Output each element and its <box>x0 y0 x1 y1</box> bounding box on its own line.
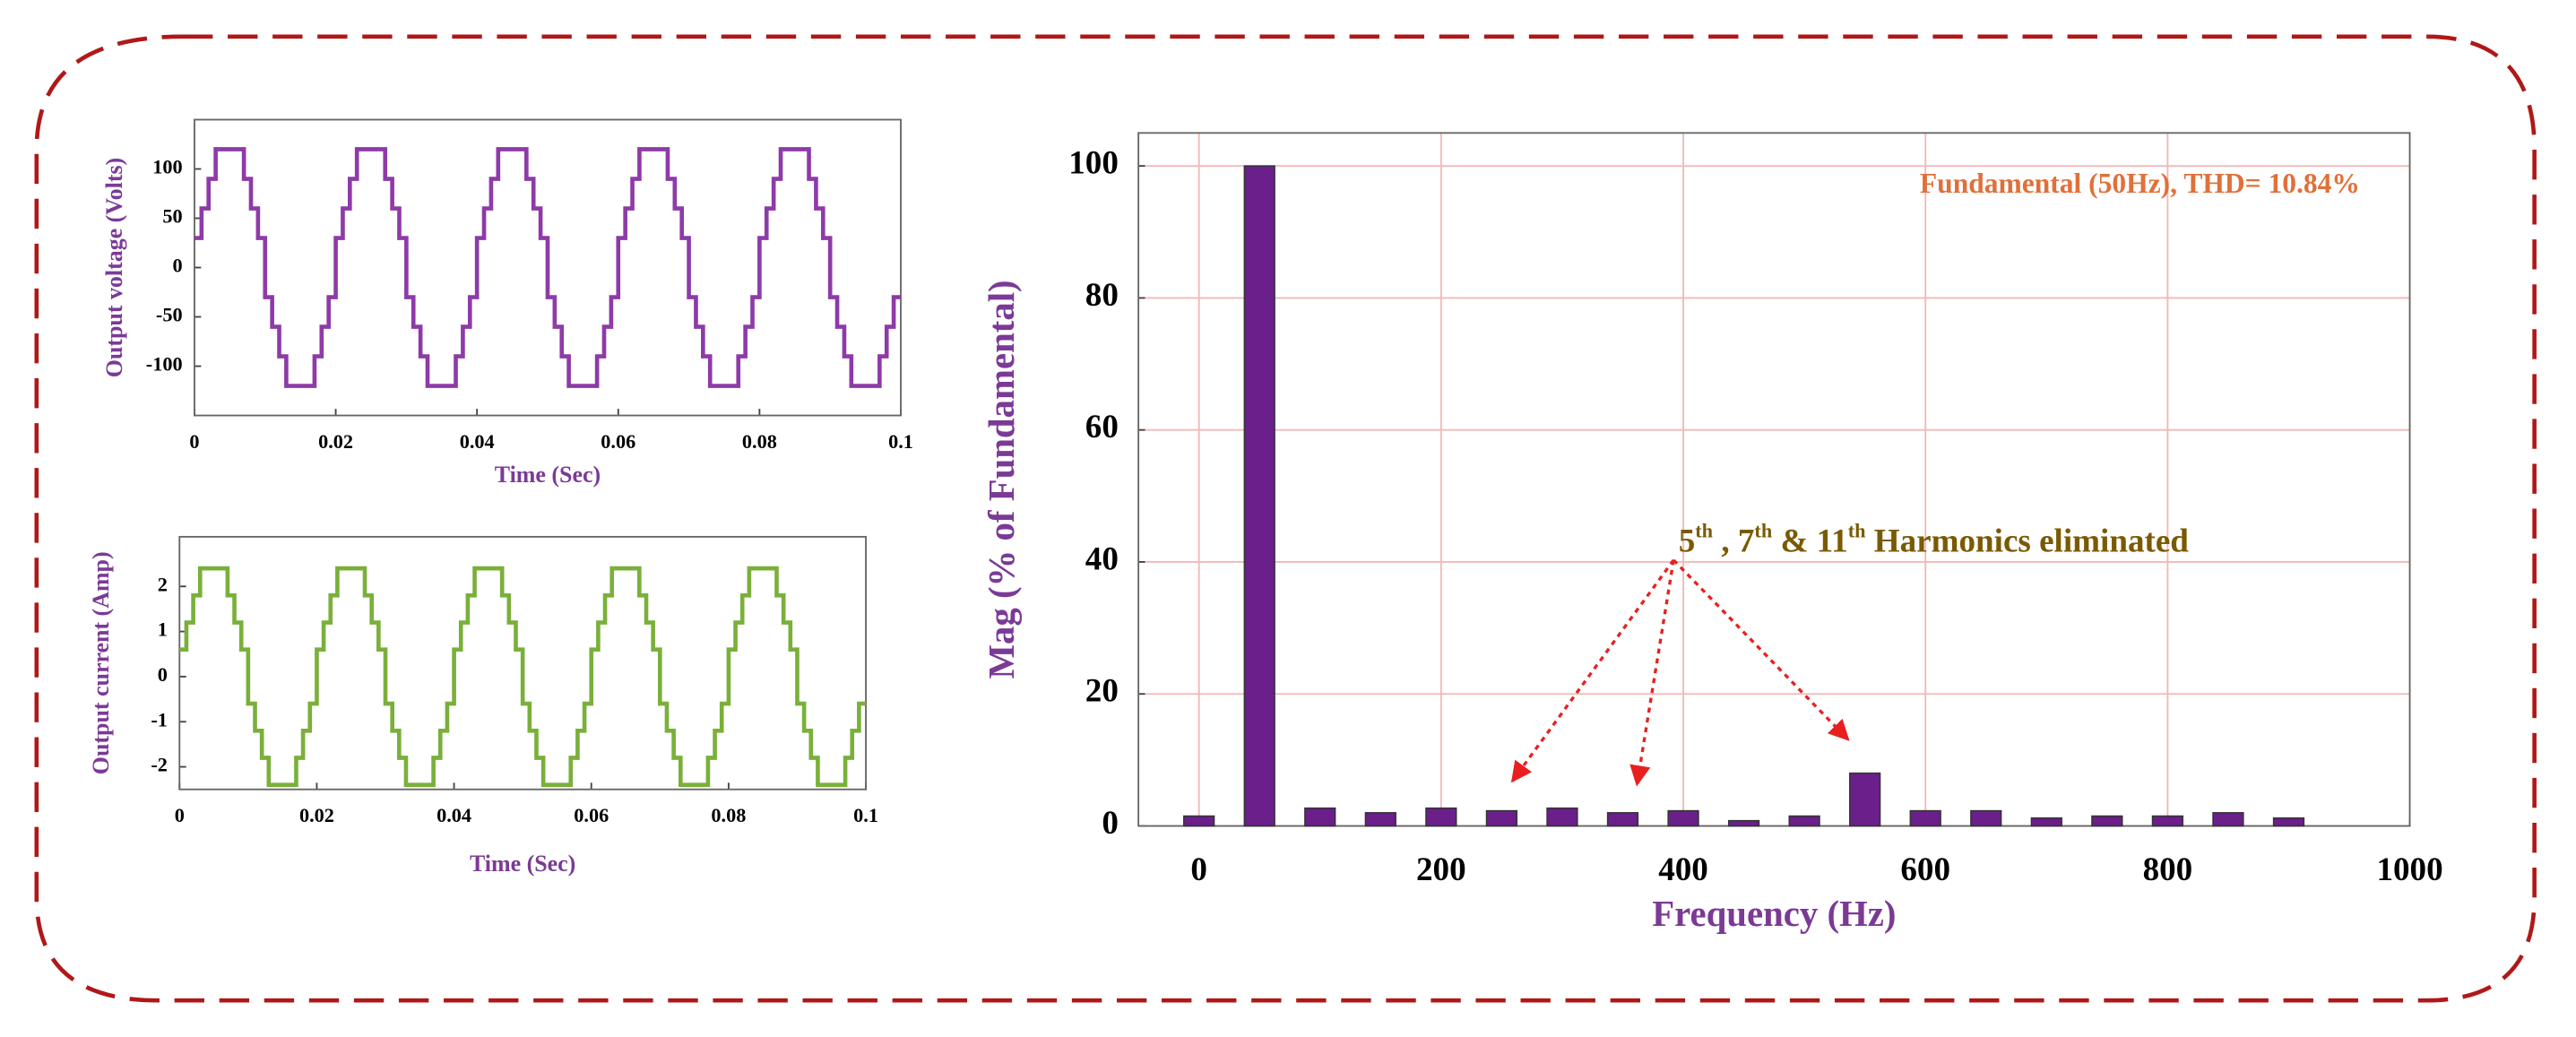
y-tick-label: -2 <box>151 754 168 776</box>
annotation-part: , 7 <box>1713 523 1754 559</box>
y-tick-label: -100 <box>146 353 183 376</box>
y-tick-label: 20 <box>1085 673 1119 710</box>
bar <box>1667 809 1699 827</box>
dashed-frame <box>34 34 2537 1003</box>
bar <box>2091 815 2123 827</box>
bar <box>1183 815 1215 827</box>
y-axis-label: Output voltage (Volts) <box>101 158 127 377</box>
y-tick-label: 100 <box>152 156 182 178</box>
arrow <box>1629 559 1675 787</box>
y-tick-label: 50 <box>162 205 182 228</box>
x-tick-label: 0.04 <box>460 430 495 453</box>
y-tick-label: 0 <box>172 255 182 277</box>
bar <box>1606 812 1639 827</box>
x-tick-label: 0.04 <box>437 804 471 826</box>
bar <box>1546 807 1578 827</box>
bar <box>2272 817 2305 827</box>
x-axis-label: Time (Sec) <box>495 462 601 488</box>
x-tick-label: 600 <box>1900 851 1950 888</box>
x-axis-label: Frequency (Hz) <box>1652 894 1896 934</box>
bar <box>1849 772 1881 827</box>
annotation-sup: th <box>1754 519 1772 541</box>
x-tick-label: 1000 <box>2376 851 2442 888</box>
x-tick-label: 800 <box>2143 851 2193 888</box>
bar <box>1485 809 1518 827</box>
x-tick-label: 200 <box>1416 851 1466 888</box>
y-tick-label: 80 <box>1085 277 1119 314</box>
y-tick-label: 60 <box>1085 409 1119 445</box>
bar <box>1970 809 2002 827</box>
annotation-part: Harmonics eliminated <box>1865 523 2189 559</box>
x-tick-label: 0.08 <box>742 430 777 453</box>
bar <box>1243 165 1275 827</box>
x-tick-label: 0 <box>189 430 199 453</box>
y-tick-label: 0 <box>158 663 168 686</box>
x-tick-label: 0.06 <box>574 804 609 826</box>
annotation-sup: th <box>1848 519 1866 541</box>
x-tick-label: 0.02 <box>299 804 334 826</box>
x-tick-label: 0.06 <box>601 430 635 453</box>
y-tick-label: 40 <box>1085 540 1119 577</box>
x-tick-label: 0.1 <box>853 804 878 826</box>
annotation-part: 5 <box>1679 523 1696 559</box>
plot-frame <box>178 535 867 791</box>
annotation-part: & 11 <box>1772 523 1847 559</box>
x-tick-label: 0 <box>1190 851 1207 888</box>
plot-frame <box>1137 132 2411 827</box>
x-tick-label: 400 <box>1658 851 1708 888</box>
line <box>194 147 901 388</box>
line <box>179 566 867 788</box>
x-axis-label: Time (Sec) <box>470 851 575 877</box>
y-tick-label: 0 <box>1102 805 1119 842</box>
bar <box>1788 815 1820 827</box>
y-tick-label: -1 <box>151 708 168 730</box>
bar <box>1364 812 1396 827</box>
arrow <box>1672 558 1850 741</box>
bar <box>1425 807 1457 827</box>
x-tick-label: 0 <box>175 804 185 826</box>
y-tick-label: 1 <box>158 618 168 641</box>
plot-area <box>1138 133 2410 826</box>
bar <box>1727 819 1760 827</box>
bar <box>2151 815 2184 827</box>
x-tick-label: 0.02 <box>318 430 353 453</box>
bar <box>1304 807 1336 827</box>
annotation: 5th , 7th & 11th Harmonics eliminated <box>1679 519 2190 559</box>
x-tick-label: 0.1 <box>888 430 913 453</box>
y-tick-label: 2 <box>158 573 168 595</box>
chart-title: Fundamental (50Hz), THD= 10.84% <box>1920 168 2360 199</box>
y-axis-label: Output current (Amp) <box>88 551 114 774</box>
annotation-sup: th <box>1695 519 1713 541</box>
plot-frame <box>194 118 902 417</box>
y-tick-label: -50 <box>156 304 183 326</box>
bar <box>2212 812 2244 827</box>
y-tick-label: 100 <box>1068 145 1119 182</box>
x-tick-label: 0.08 <box>711 804 746 826</box>
y-axis-label: Mag (% of Fundamental) <box>981 280 1022 678</box>
bar <box>2030 817 2062 827</box>
bar <box>1909 809 1941 827</box>
arrows <box>1510 558 1850 787</box>
